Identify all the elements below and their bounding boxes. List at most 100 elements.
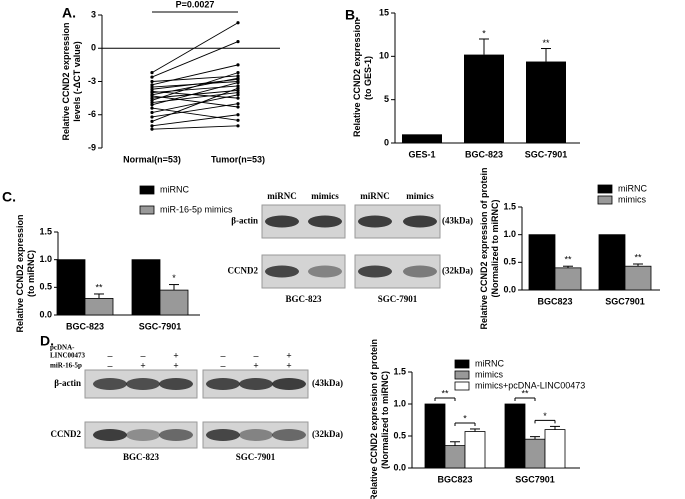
y-axis-label: Relative CCND2 expression xyxy=(15,214,25,332)
bar xyxy=(544,429,566,469)
blot-band xyxy=(93,378,127,390)
lane-label: mimics xyxy=(406,191,434,201)
size-label: (43kDa) xyxy=(442,216,473,226)
x-tick-label: SGC7901 xyxy=(515,474,555,484)
condition-sign: + xyxy=(253,360,258,370)
panel-label: C. xyxy=(2,189,16,205)
y-axis-label: Relative CCND2 expression xyxy=(61,22,71,140)
condition-sign: – xyxy=(220,360,225,370)
x-tick-label: GES-1 xyxy=(408,149,435,159)
x-tick-label: Normal(n=53) xyxy=(123,154,181,164)
condition-sign: – xyxy=(107,360,112,370)
significance: * xyxy=(172,273,176,283)
blot-band xyxy=(272,378,306,390)
bar xyxy=(554,267,582,291)
pair-point xyxy=(236,21,240,25)
group-label: SGC-7901 xyxy=(236,452,276,462)
x-tick-label: BGC-823 xyxy=(66,321,104,331)
size-label: (43kDa) xyxy=(312,378,343,388)
bar xyxy=(526,61,566,143)
bar xyxy=(464,431,486,469)
error-bar xyxy=(550,425,560,430)
pair-point xyxy=(236,74,240,78)
x-tick-label: SGC-7901 xyxy=(139,321,182,331)
legend-swatch xyxy=(454,359,470,369)
pair-point xyxy=(236,105,240,109)
significance: * xyxy=(543,411,547,421)
bar xyxy=(624,265,652,291)
pair-line xyxy=(151,114,239,127)
pair-point xyxy=(236,93,240,97)
error-bar xyxy=(450,441,460,446)
legend-swatch xyxy=(139,185,155,195)
blot-band xyxy=(403,215,437,228)
y-axis-label: Relative CCND2 expression of protein xyxy=(369,339,379,499)
legend-label: miRNC xyxy=(618,183,647,193)
pair-point xyxy=(150,90,154,95)
pair-line xyxy=(151,41,239,78)
condition-sign: – xyxy=(140,350,145,360)
group-label: SGC-7901 xyxy=(378,294,418,304)
pair-point xyxy=(150,94,154,98)
error-bar xyxy=(479,38,489,55)
blot-band xyxy=(308,265,342,278)
pair-line xyxy=(151,64,239,86)
condition-label: miR-16-5p xyxy=(50,362,82,370)
blot-band xyxy=(206,378,240,390)
blot-band xyxy=(239,429,273,441)
legend-label: miR-16-5p mimics xyxy=(160,204,233,214)
panel-label: A. xyxy=(62,5,76,21)
blot-band xyxy=(159,378,193,390)
pair-point xyxy=(150,100,154,105)
y-tick-label: 1.0 xyxy=(39,254,52,264)
legend-label: mimics xyxy=(618,194,646,204)
row-label: β-actin xyxy=(54,378,81,388)
pair-point xyxy=(150,103,154,107)
y-tick-label: 3 xyxy=(91,9,96,19)
pair-point xyxy=(236,90,240,95)
pair-point xyxy=(150,79,154,84)
pair-point xyxy=(150,85,154,89)
y-tick-label: 5 xyxy=(384,94,389,104)
pair-point xyxy=(150,96,154,100)
significance: * xyxy=(482,28,486,38)
condition-label: pcDNA- xyxy=(50,344,75,352)
significance: ** xyxy=(634,252,642,262)
panel-label: D. xyxy=(40,333,54,349)
error-bar xyxy=(470,428,480,432)
pair-line xyxy=(151,107,239,121)
legend-label: mimics+pcDNA-LINC00473 xyxy=(475,380,585,390)
condition-label: LINC00473 xyxy=(50,352,86,360)
pair-point xyxy=(150,83,154,87)
legend-label: mimics xyxy=(475,369,503,379)
error-bar xyxy=(541,48,551,62)
error-bar xyxy=(633,263,643,267)
y-tick-label: 0 xyxy=(384,137,389,147)
condition-sign: – xyxy=(253,350,258,360)
pair-point xyxy=(150,110,154,115)
y-axis-label: levels (-ΔCT value) xyxy=(72,41,82,122)
x-tick-label: SGC-7901 xyxy=(525,149,568,159)
pair-point xyxy=(150,127,154,131)
panel-label: B. xyxy=(345,7,359,23)
pair-line xyxy=(151,95,239,108)
y-tick-label: 0 xyxy=(91,43,96,53)
blot-band xyxy=(265,215,299,228)
bar xyxy=(524,438,546,469)
error-bar xyxy=(94,293,104,299)
x-tick-label: BGC-823 xyxy=(465,149,503,159)
error-bar xyxy=(169,284,179,291)
blot-band xyxy=(93,429,127,441)
condition-sign: + xyxy=(173,350,178,360)
x-tick-label: BGC823 xyxy=(437,474,472,484)
y-axis-label: (Normalized to miRNC) xyxy=(380,371,390,469)
bar xyxy=(159,289,189,316)
y-tick-label: -9 xyxy=(88,142,96,152)
bar xyxy=(464,54,504,143)
significance: * xyxy=(463,413,467,423)
legend-swatch xyxy=(454,370,470,380)
size-label: (32kDa) xyxy=(442,266,473,276)
pair-point xyxy=(236,40,240,44)
bar xyxy=(56,259,86,316)
x-tick-label: Tumor(n=53) xyxy=(211,154,265,164)
